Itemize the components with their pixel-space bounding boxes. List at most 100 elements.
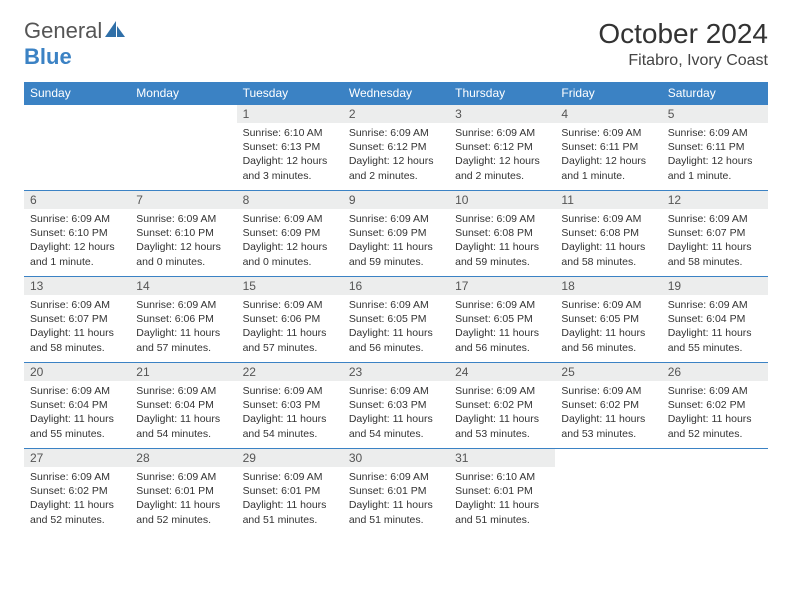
day-number: 23 [343, 363, 449, 381]
cell-body: Sunrise: 6:09 AMSunset: 6:05 PMDaylight:… [555, 295, 661, 359]
day-number: 25 [555, 363, 661, 381]
day-number: 29 [237, 449, 343, 467]
sunrise-line: Sunrise: 6:09 AM [243, 212, 337, 226]
location-label: Fitabro, Ivory Coast [598, 52, 768, 70]
sunrise-line: Sunrise: 6:09 AM [243, 298, 337, 312]
calendar-cell: 7Sunrise: 6:09 AMSunset: 6:10 PMDaylight… [130, 191, 236, 277]
day-number: 26 [662, 363, 768, 381]
calendar-cell: 8Sunrise: 6:09 AMSunset: 6:09 PMDaylight… [237, 191, 343, 277]
cell-body: Sunrise: 6:09 AMSunset: 6:04 PMDaylight:… [130, 381, 236, 445]
sunset-line: Sunset: 6:01 PM [243, 484, 337, 498]
daylight-line: Daylight: 12 hours and 1 minute. [561, 154, 655, 182]
sunset-line: Sunset: 6:01 PM [136, 484, 230, 498]
calendar-body: 1Sunrise: 6:10 AMSunset: 6:13 PMDaylight… [24, 105, 768, 535]
day-number: 22 [237, 363, 343, 381]
sunset-line: Sunset: 6:04 PM [668, 312, 762, 326]
brand-logo: General Blue [24, 18, 126, 70]
daylight-line: Daylight: 11 hours and 53 minutes. [561, 412, 655, 440]
daylight-line: Daylight: 11 hours and 59 minutes. [349, 240, 443, 268]
calendar-cell [24, 105, 130, 191]
calendar-cell: 9Sunrise: 6:09 AMSunset: 6:09 PMDaylight… [343, 191, 449, 277]
cell-body: Sunrise: 6:09 AMSunset: 6:06 PMDaylight:… [130, 295, 236, 359]
day-number: 11 [555, 191, 661, 209]
sunset-line: Sunset: 6:08 PM [561, 226, 655, 240]
sunrise-line: Sunrise: 6:09 AM [668, 126, 762, 140]
sunset-line: Sunset: 6:08 PM [455, 226, 549, 240]
daylight-line: Daylight: 11 hours and 58 minutes. [561, 240, 655, 268]
daylight-line: Daylight: 11 hours and 57 minutes. [243, 326, 337, 354]
sunset-line: Sunset: 6:05 PM [561, 312, 655, 326]
calendar-cell: 3Sunrise: 6:09 AMSunset: 6:12 PMDaylight… [449, 105, 555, 191]
sunrise-line: Sunrise: 6:10 AM [455, 470, 549, 484]
sunset-line: Sunset: 6:05 PM [349, 312, 443, 326]
day-number: 17 [449, 277, 555, 295]
sunset-line: Sunset: 6:11 PM [561, 140, 655, 154]
calendar-cell: 5Sunrise: 6:09 AMSunset: 6:11 PMDaylight… [662, 105, 768, 191]
sunrise-line: Sunrise: 6:09 AM [136, 298, 230, 312]
day-number: 8 [237, 191, 343, 209]
cell-body: Sunrise: 6:09 AMSunset: 6:04 PMDaylight:… [24, 381, 130, 445]
day-number: 31 [449, 449, 555, 467]
cell-body: Sunrise: 6:09 AMSunset: 6:07 PMDaylight:… [24, 295, 130, 359]
sunrise-line: Sunrise: 6:09 AM [561, 298, 655, 312]
calendar-row: 20Sunrise: 6:09 AMSunset: 6:04 PMDayligh… [24, 363, 768, 449]
sunset-line: Sunset: 6:02 PM [561, 398, 655, 412]
day-number: 21 [130, 363, 236, 381]
calendar-table: SundayMondayTuesdayWednesdayThursdayFrid… [24, 82, 768, 535]
daylight-line: Daylight: 11 hours and 52 minutes. [136, 498, 230, 526]
weekday-header: Saturday [662, 82, 768, 105]
sunset-line: Sunset: 6:13 PM [243, 140, 337, 154]
cell-body: Sunrise: 6:09 AMSunset: 6:10 PMDaylight:… [130, 209, 236, 273]
sunset-line: Sunset: 6:11 PM [668, 140, 762, 154]
day-number: 3 [449, 105, 555, 123]
calendar-cell: 22Sunrise: 6:09 AMSunset: 6:03 PMDayligh… [237, 363, 343, 449]
calendar-cell: 2Sunrise: 6:09 AMSunset: 6:12 PMDaylight… [343, 105, 449, 191]
calendar-cell: 6Sunrise: 6:09 AMSunset: 6:10 PMDaylight… [24, 191, 130, 277]
sunrise-line: Sunrise: 6:09 AM [243, 384, 337, 398]
sunrise-line: Sunrise: 6:09 AM [668, 212, 762, 226]
sunrise-line: Sunrise: 6:09 AM [561, 384, 655, 398]
cell-body: Sunrise: 6:09 AMSunset: 6:01 PMDaylight:… [237, 467, 343, 531]
day-number: 30 [343, 449, 449, 467]
sunrise-line: Sunrise: 6:09 AM [349, 212, 443, 226]
sunset-line: Sunset: 6:02 PM [30, 484, 124, 498]
calendar-cell [555, 449, 661, 535]
daylight-line: Daylight: 11 hours and 58 minutes. [668, 240, 762, 268]
cell-body: Sunrise: 6:09 AMSunset: 6:01 PMDaylight:… [130, 467, 236, 531]
sunset-line: Sunset: 6:12 PM [349, 140, 443, 154]
cell-body: Sunrise: 6:09 AMSunset: 6:05 PMDaylight:… [343, 295, 449, 359]
day-number: 5 [662, 105, 768, 123]
brand-word1: General [24, 18, 102, 43]
cell-body: Sunrise: 6:09 AMSunset: 6:02 PMDaylight:… [449, 381, 555, 445]
day-number: 18 [555, 277, 661, 295]
calendar-cell: 28Sunrise: 6:09 AMSunset: 6:01 PMDayligh… [130, 449, 236, 535]
cell-body: Sunrise: 6:09 AMSunset: 6:03 PMDaylight:… [237, 381, 343, 445]
sunrise-line: Sunrise: 6:09 AM [136, 384, 230, 398]
calendar-cell: 4Sunrise: 6:09 AMSunset: 6:11 PMDaylight… [555, 105, 661, 191]
calendar-row: 6Sunrise: 6:09 AMSunset: 6:10 PMDaylight… [24, 191, 768, 277]
day-number: 27 [24, 449, 130, 467]
day-number: 20 [24, 363, 130, 381]
weekday-header: Thursday [449, 82, 555, 105]
daylight-line: Daylight: 11 hours and 54 minutes. [136, 412, 230, 440]
daylight-line: Daylight: 11 hours and 54 minutes. [349, 412, 443, 440]
daylight-line: Daylight: 12 hours and 2 minutes. [455, 154, 549, 182]
daylight-line: Daylight: 11 hours and 56 minutes. [561, 326, 655, 354]
brand-word2: Blue [24, 44, 72, 69]
day-number: 10 [449, 191, 555, 209]
weekday-header: Friday [555, 82, 661, 105]
calendar-cell: 18Sunrise: 6:09 AMSunset: 6:05 PMDayligh… [555, 277, 661, 363]
sunset-line: Sunset: 6:07 PM [668, 226, 762, 240]
cell-body: Sunrise: 6:09 AMSunset: 6:09 PMDaylight:… [343, 209, 449, 273]
cell-body: Sunrise: 6:09 AMSunset: 6:01 PMDaylight:… [343, 467, 449, 531]
cell-body: Sunrise: 6:10 AMSunset: 6:13 PMDaylight:… [237, 123, 343, 187]
calendar-cell: 21Sunrise: 6:09 AMSunset: 6:04 PMDayligh… [130, 363, 236, 449]
daylight-line: Daylight: 11 hours and 55 minutes. [668, 326, 762, 354]
sunrise-line: Sunrise: 6:09 AM [30, 298, 124, 312]
sunrise-line: Sunrise: 6:09 AM [455, 298, 549, 312]
sunrise-line: Sunrise: 6:09 AM [349, 126, 443, 140]
daylight-line: Daylight: 12 hours and 3 minutes. [243, 154, 337, 182]
sunset-line: Sunset: 6:04 PM [136, 398, 230, 412]
sail-icon [104, 20, 126, 38]
sunrise-line: Sunrise: 6:09 AM [136, 212, 230, 226]
